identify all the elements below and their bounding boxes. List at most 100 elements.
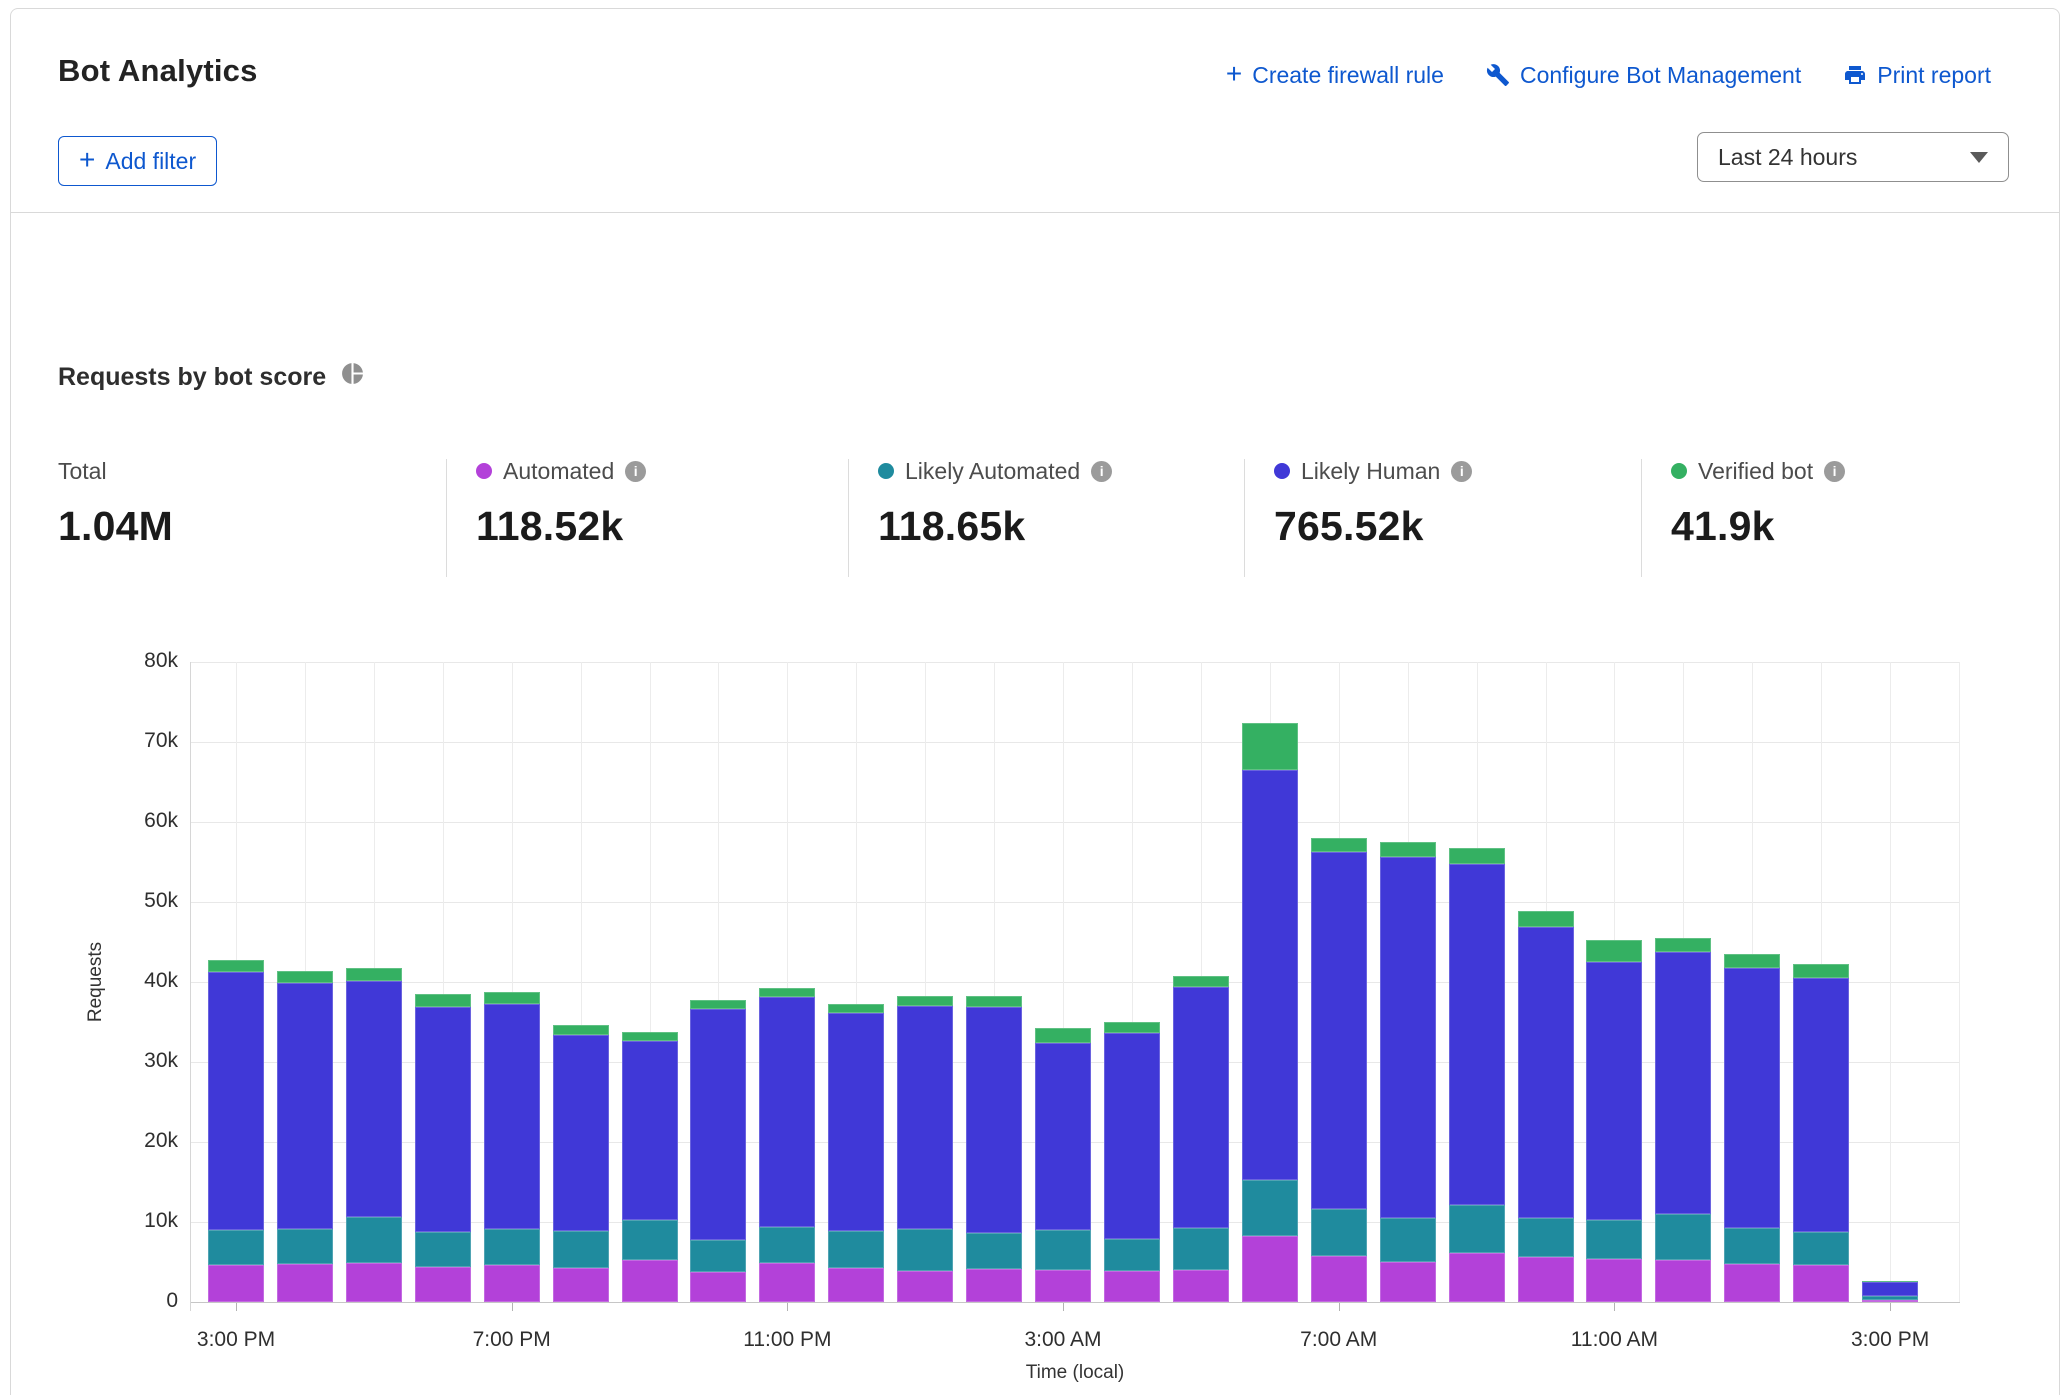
bar-segment-automated[interactable] bbox=[1104, 1271, 1160, 1302]
bar-segment-verified-bot[interactable] bbox=[1035, 1028, 1091, 1043]
bar-segment-likely-automated[interactable] bbox=[553, 1231, 609, 1268]
bar-segment-likely-automated[interactable] bbox=[1862, 1296, 1918, 1299]
bar-segment-likely-human[interactable] bbox=[1380, 857, 1436, 1218]
bar-segment-likely-automated[interactable] bbox=[1035, 1230, 1091, 1270]
bar-segment-automated[interactable] bbox=[1793, 1265, 1849, 1302]
bar-segment-verified-bot[interactable] bbox=[622, 1032, 678, 1041]
bar-segment-verified-bot[interactable] bbox=[1724, 954, 1780, 968]
bar-segment-verified-bot[interactable] bbox=[484, 992, 540, 1005]
bar-segment-automated[interactable] bbox=[897, 1271, 953, 1302]
bar-segment-automated[interactable] bbox=[415, 1267, 471, 1302]
bar-segment-automated[interactable] bbox=[1724, 1264, 1780, 1302]
bar-segment-likely-human[interactable] bbox=[622, 1041, 678, 1219]
bar-segment-automated[interactable] bbox=[277, 1264, 333, 1302]
bar-segment-automated[interactable] bbox=[1035, 1270, 1091, 1302]
bar-segment-verified-bot[interactable] bbox=[828, 1004, 884, 1014]
bar-segment-likely-human[interactable] bbox=[1242, 770, 1298, 1180]
bar-segment-likely-human[interactable] bbox=[690, 1009, 746, 1239]
bar-segment-likely-human[interactable] bbox=[1104, 1033, 1160, 1239]
bar-segment-likely-automated[interactable] bbox=[208, 1230, 264, 1265]
bar-segment-likely-human[interactable] bbox=[1586, 962, 1642, 1220]
bar-segment-likely-automated[interactable] bbox=[1724, 1228, 1780, 1263]
bar-segment-likely-automated[interactable] bbox=[1173, 1228, 1229, 1270]
bar-segment-likely-automated[interactable] bbox=[1518, 1218, 1574, 1257]
bar-segment-likely-automated[interactable] bbox=[484, 1229, 540, 1265]
bar-segment-likely-human[interactable] bbox=[966, 1007, 1022, 1233]
bar-segment-automated[interactable] bbox=[1862, 1300, 1918, 1302]
bar-segment-likely-human[interactable] bbox=[1862, 1282, 1918, 1296]
bar-segment-likely-human[interactable] bbox=[1035, 1043, 1091, 1230]
bar-segment-verified-bot[interactable] bbox=[1242, 723, 1298, 770]
bar-segment-verified-bot[interactable] bbox=[346, 968, 402, 982]
bar-segment-likely-human[interactable] bbox=[1793, 978, 1849, 1232]
bar-segment-likely-automated[interactable] bbox=[1380, 1218, 1436, 1262]
bar-segment-likely-automated[interactable] bbox=[1586, 1220, 1642, 1258]
bar-segment-automated[interactable] bbox=[966, 1269, 1022, 1302]
bar-segment-likely-human[interactable] bbox=[415, 1007, 471, 1233]
bar-segment-verified-bot[interactable] bbox=[690, 1000, 746, 1010]
bar-segment-likely-human[interactable] bbox=[1724, 968, 1780, 1228]
bar-segment-likely-automated[interactable] bbox=[1104, 1239, 1160, 1271]
bar-segment-automated[interactable] bbox=[690, 1272, 746, 1302]
bar-segment-automated[interactable] bbox=[1173, 1270, 1229, 1302]
bar-segment-likely-automated[interactable] bbox=[1242, 1180, 1298, 1236]
bar-segment-verified-bot[interactable] bbox=[1380, 842, 1436, 857]
bar-segment-likely-automated[interactable] bbox=[346, 1217, 402, 1263]
bar-segment-likely-automated[interactable] bbox=[415, 1232, 471, 1266]
bar-segment-automated[interactable] bbox=[346, 1263, 402, 1302]
bar-segment-likely-automated[interactable] bbox=[897, 1229, 953, 1271]
bar-segment-likely-automated[interactable] bbox=[277, 1229, 333, 1264]
bar-segment-automated[interactable] bbox=[759, 1263, 815, 1302]
bar-segment-likely-human[interactable] bbox=[828, 1013, 884, 1231]
bar-segment-verified-bot[interactable] bbox=[1173, 976, 1229, 986]
bar-segment-verified-bot[interactable] bbox=[415, 994, 471, 1007]
bar-segment-automated[interactable] bbox=[1380, 1262, 1436, 1302]
bar-segment-likely-human[interactable] bbox=[1173, 987, 1229, 1228]
bar-segment-verified-bot[interactable] bbox=[1518, 911, 1574, 927]
bar-segment-likely-human[interactable] bbox=[759, 997, 815, 1227]
bar-segment-likely-human[interactable] bbox=[897, 1006, 953, 1229]
bar-segment-likely-human[interactable] bbox=[1449, 864, 1505, 1206]
bar-segment-verified-bot[interactable] bbox=[759, 988, 815, 997]
bar-segment-verified-bot[interactable] bbox=[277, 971, 333, 983]
bar-segment-likely-automated[interactable] bbox=[759, 1227, 815, 1263]
bar-segment-likely-human[interactable] bbox=[553, 1035, 609, 1231]
bar-segment-verified-bot[interactable] bbox=[1655, 938, 1711, 952]
bar-segment-verified-bot[interactable] bbox=[553, 1025, 609, 1035]
bar-segment-automated[interactable] bbox=[553, 1268, 609, 1302]
bar-segment-likely-automated[interactable] bbox=[1793, 1232, 1849, 1265]
bar-segment-likely-human[interactable] bbox=[208, 972, 264, 1230]
bar-segment-likely-automated[interactable] bbox=[1655, 1214, 1711, 1260]
bar-segment-likely-human[interactable] bbox=[1518, 927, 1574, 1218]
bar-segment-likely-human[interactable] bbox=[1655, 952, 1711, 1214]
bar-segment-automated[interactable] bbox=[1242, 1236, 1298, 1302]
bar-segment-automated[interactable] bbox=[1586, 1259, 1642, 1302]
bar-segment-automated[interactable] bbox=[1311, 1256, 1367, 1302]
bar-segment-likely-automated[interactable] bbox=[828, 1231, 884, 1268]
bar-segment-likely-human[interactable] bbox=[346, 981, 402, 1217]
bar-segment-likely-automated[interactable] bbox=[1449, 1205, 1505, 1253]
bar-segment-verified-bot[interactable] bbox=[897, 996, 953, 1006]
bar-segment-likely-human[interactable] bbox=[1311, 852, 1367, 1210]
bar-segment-verified-bot[interactable] bbox=[208, 960, 264, 971]
bar-segment-verified-bot[interactable] bbox=[966, 996, 1022, 1007]
bar-segment-likely-automated[interactable] bbox=[622, 1220, 678, 1260]
bar-segment-verified-bot[interactable] bbox=[1104, 1022, 1160, 1033]
bar-segment-automated[interactable] bbox=[828, 1268, 884, 1302]
bar-segment-likely-automated[interactable] bbox=[1311, 1209, 1367, 1256]
bar-segment-automated[interactable] bbox=[1449, 1253, 1505, 1302]
bar-segment-automated[interactable] bbox=[1655, 1260, 1711, 1302]
bar-segment-likely-human[interactable] bbox=[277, 983, 333, 1229]
bar-segment-verified-bot[interactable] bbox=[1586, 940, 1642, 962]
bar-segment-verified-bot[interactable] bbox=[1449, 848, 1505, 863]
bar-segment-verified-bot[interactable] bbox=[1862, 1281, 1918, 1282]
bar-segment-automated[interactable] bbox=[484, 1265, 540, 1302]
bar-segment-automated[interactable] bbox=[622, 1260, 678, 1302]
bar-segment-automated[interactable] bbox=[208, 1265, 264, 1302]
bar-segment-likely-automated[interactable] bbox=[690, 1240, 746, 1273]
bar-segment-automated[interactable] bbox=[1518, 1257, 1574, 1302]
bar-segment-verified-bot[interactable] bbox=[1793, 964, 1849, 978]
bar-segment-likely-automated[interactable] bbox=[966, 1233, 1022, 1269]
bar-segment-likely-human[interactable] bbox=[484, 1004, 540, 1228]
bar-segment-verified-bot[interactable] bbox=[1311, 838, 1367, 852]
